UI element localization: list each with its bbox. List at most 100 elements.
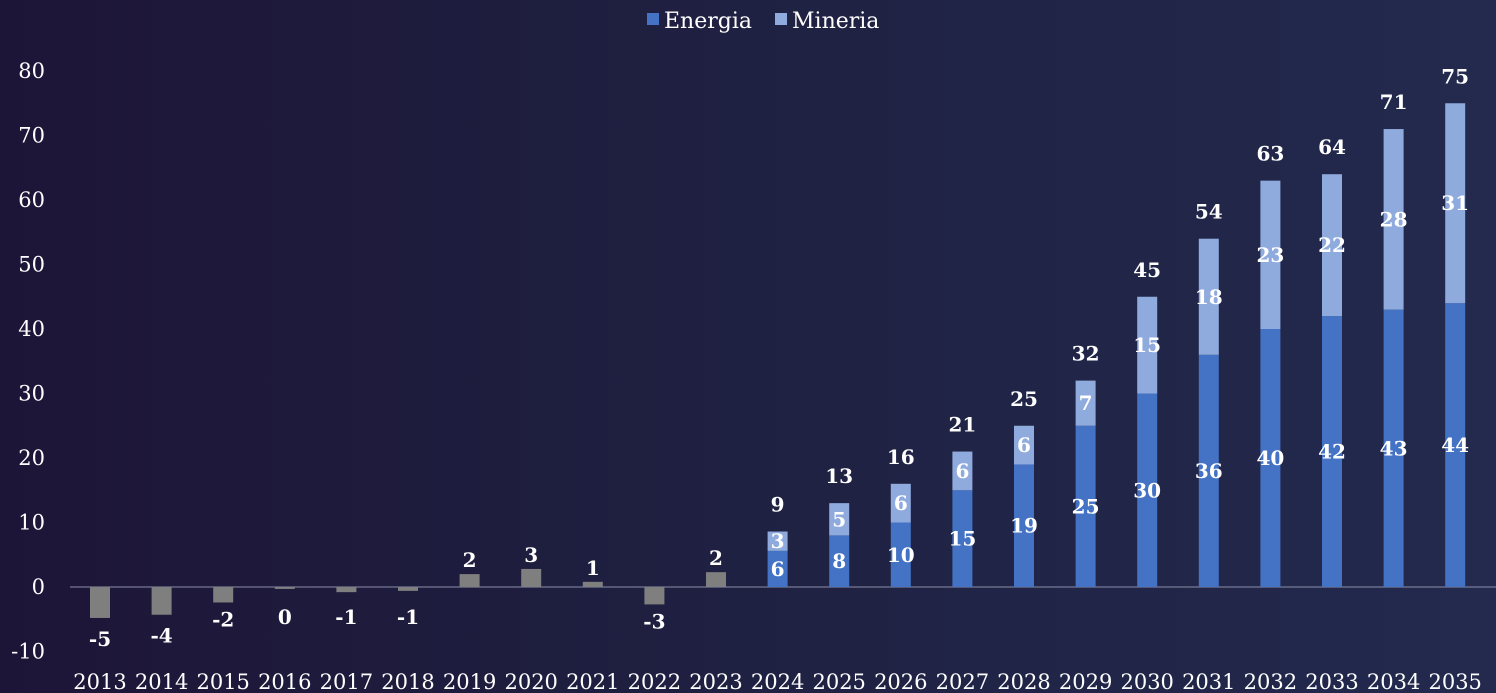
data-label-historical: -4 — [150, 624, 172, 648]
data-label-total: 9 — [771, 493, 785, 517]
x-tick-label: 2032 — [1244, 670, 1297, 693]
data-label-mineria: 6 — [1017, 433, 1031, 457]
data-labels: -5 -4-2 0 -1 -12 31-32 63985131061615621196252… — [89, 64, 1469, 651]
data-label-historical: 3 — [524, 543, 538, 567]
bar-mineria — [1137, 296, 1158, 394]
data-label-total: 21 — [948, 413, 976, 437]
bar-historical — [90, 587, 110, 618]
x-tick-label: 2014 — [135, 670, 188, 693]
y-tick-label: 0 — [32, 575, 45, 599]
data-label-energia: 8 — [832, 549, 846, 573]
x-tick-label: 2029 — [1059, 670, 1112, 693]
y-tick-label: 50 — [18, 253, 45, 277]
bar-energia — [1137, 393, 1158, 587]
x-tick-label: 2021 — [566, 670, 619, 693]
data-label-historical: -1 — [397, 605, 419, 629]
bar-energia — [1014, 464, 1034, 587]
bar-historical — [582, 581, 603, 587]
bar-historical — [644, 587, 665, 605]
data-label-historical: 0 — [278, 605, 292, 629]
data-label-energia: 42 — [1318, 440, 1346, 464]
data-label-mineria: 22 — [1318, 233, 1346, 257]
bar-historical — [706, 572, 726, 587]
data-label-total: 63 — [1256, 142, 1284, 166]
data-label-energia: 6 — [771, 557, 785, 581]
legend-label-energia: Energia — [664, 9, 752, 34]
x-tick-label: 2015 — [196, 670, 249, 693]
bar-historical — [521, 568, 542, 587]
bar-energia — [1383, 309, 1404, 587]
x-tick-label: 2033 — [1305, 670, 1358, 693]
bar-energia — [1260, 329, 1281, 587]
data-label-historical: -1 — [335, 605, 357, 629]
y-tick-label: 70 — [18, 124, 45, 148]
x-tick-label: 2027 — [936, 670, 989, 693]
legend-label-mineria: Mineria — [792, 9, 879, 34]
bar-mineria — [1260, 180, 1281, 329]
bar-mineria — [1322, 174, 1342, 317]
data-label-total: 54 — [1195, 200, 1223, 224]
x-tick-label: 2025 — [812, 670, 865, 693]
data-label-total: 25 — [1010, 387, 1038, 411]
x-tick-label: 2030 — [1120, 670, 1173, 693]
x-tick-label: 2016 — [258, 670, 311, 693]
x-tick-label: 2022 — [628, 670, 681, 693]
data-label-energia: 30 — [1133, 478, 1161, 502]
data-label-mineria: 5 — [832, 507, 846, 531]
x-tick-label: 2026 — [874, 670, 927, 693]
data-label-total: 75 — [1441, 64, 1469, 88]
data-label-historical: 2 — [709, 546, 723, 570]
legend-swatch-mineria — [775, 13, 787, 25]
bar-historical — [213, 587, 234, 603]
y-tick-label: -10 — [11, 640, 45, 664]
legend-swatch-energia — [647, 13, 659, 25]
data-label-total: 13 — [825, 464, 853, 488]
y-axis: -10 0 10 20 30 40 50 60 70 80 — [11, 59, 45, 664]
x-tick-label: 2028 — [997, 670, 1050, 693]
y-tick-label: 30 — [18, 382, 45, 406]
data-label-historical: -2 — [212, 607, 234, 631]
data-label-energia: 36 — [1195, 459, 1223, 483]
bar-mineria — [952, 451, 973, 491]
bars — [90, 103, 1466, 618]
data-label-total: 64 — [1318, 135, 1346, 159]
bar-mineria — [1075, 380, 1096, 426]
data-label-mineria: 28 — [1380, 207, 1408, 231]
data-label-energia: 44 — [1441, 433, 1469, 457]
x-tick-label: 2035 — [1428, 670, 1481, 693]
data-label-historical: -5 — [89, 627, 111, 651]
data-label-mineria: 23 — [1256, 243, 1284, 267]
x-tick-label: 2013 — [73, 670, 126, 693]
bar-historical — [459, 574, 480, 587]
data-label-mineria: 15 — [1133, 333, 1161, 357]
bar-mineria — [890, 483, 911, 523]
data-label-total: 16 — [887, 445, 915, 469]
data-label-mineria: 18 — [1195, 285, 1223, 309]
bar-energia — [1198, 354, 1219, 587]
data-label-energia: 40 — [1256, 446, 1284, 470]
y-tick-label: 20 — [18, 446, 45, 470]
y-tick-label: 60 — [18, 188, 45, 212]
bar-energia — [1445, 303, 1466, 587]
data-label-energia: 19 — [1010, 514, 1038, 538]
x-tick-label: 2031 — [1182, 670, 1235, 693]
x-tick-label: 2024 — [751, 670, 804, 693]
data-label-historical: 2 — [463, 548, 477, 572]
data-label-energia: 15 — [948, 527, 976, 551]
bar-historical — [151, 587, 172, 615]
data-label-mineria: 3 — [771, 529, 785, 553]
data-label-total: 32 — [1072, 342, 1100, 366]
data-label-mineria: 31 — [1441, 191, 1469, 215]
legend: Energia Mineria — [647, 9, 879, 34]
bar-energia — [952, 490, 973, 587]
bar-mineria — [829, 503, 850, 536]
bar-energia — [890, 522, 911, 587]
bar-mineria — [1014, 425, 1034, 465]
data-label-energia: 10 — [887, 543, 915, 567]
data-label-total: 71 — [1380, 90, 1408, 114]
bar-mineria — [767, 531, 788, 551]
bar-historical — [336, 587, 357, 593]
data-label-mineria: 6 — [955, 459, 969, 483]
x-tick-label: 2034 — [1367, 670, 1420, 693]
